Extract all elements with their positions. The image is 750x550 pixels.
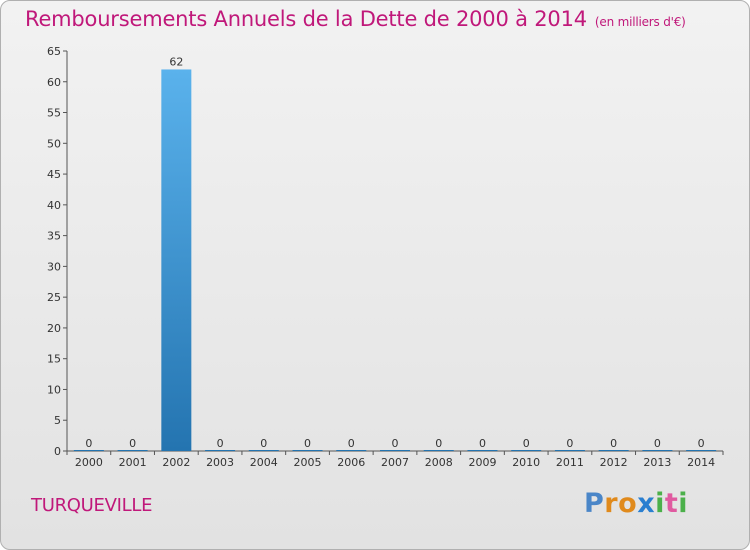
chart-title-text: Remboursements Annuels de la Dette de 20… (25, 7, 587, 31)
bar (292, 450, 323, 451)
x-tick-label: 2014 (687, 456, 715, 469)
bar (380, 450, 410, 451)
data-label: 0 (304, 437, 311, 450)
x-tick-label: 2005 (294, 456, 322, 469)
x-tick-label: 2008 (425, 456, 453, 469)
logo-letter: r (604, 488, 619, 519)
y-tick-label: 5 (54, 414, 61, 427)
data-label: 0 (435, 437, 442, 450)
bar (642, 450, 673, 451)
logo-letter: i (655, 488, 665, 519)
x-tick-label: 2000 (75, 456, 103, 469)
x-tick-label: 2009 (468, 456, 496, 469)
logo-letter: P (584, 488, 605, 519)
data-label: 0 (610, 437, 617, 450)
y-tick-label: 20 (47, 322, 61, 335)
data-label: 0 (698, 437, 705, 450)
y-tick-label: 25 (47, 291, 61, 304)
bar (336, 450, 367, 451)
x-tick-label: 2013 (643, 456, 671, 469)
x-tick-label: 2002 (162, 456, 190, 469)
data-label: 62 (169, 55, 183, 68)
y-tick-label: 55 (47, 107, 61, 120)
y-tick-label: 15 (47, 353, 61, 366)
chart-bars (73, 69, 717, 451)
y-tick-label: 10 (47, 383, 61, 396)
x-tick-label: 2010 (512, 456, 540, 469)
y-tick-label: 45 (47, 168, 61, 181)
bar (686, 450, 717, 451)
x-tick-label: 2011 (556, 456, 584, 469)
data-label: 0 (523, 437, 530, 450)
logo-letter: o (618, 488, 638, 519)
x-tick-label: 2012 (600, 456, 628, 469)
chart-unit: (en milliers d'€) (594, 15, 686, 29)
data-label: 0 (129, 437, 136, 450)
proxiti-logo: Proxiti (584, 488, 688, 519)
y-tick-label: 30 (47, 260, 61, 273)
data-label: 0 (348, 437, 355, 450)
data-label: 0 (566, 437, 573, 450)
bar (73, 450, 104, 451)
bar (423, 450, 454, 451)
logo-letter: x (637, 488, 656, 519)
place-name: TURQUEVILLE (31, 495, 153, 516)
y-tick-label: 65 (47, 45, 61, 58)
data-label: 0 (654, 437, 661, 450)
y-tick-label: 50 (47, 137, 61, 150)
logo-letter: t (664, 488, 679, 519)
bar (117, 450, 148, 451)
data-label: 0 (260, 437, 267, 450)
bar (511, 450, 542, 451)
x-tick-label: 2007 (381, 456, 409, 469)
bar (467, 450, 498, 451)
y-tick-label: 0 (54, 445, 61, 458)
y-tick-label: 35 (47, 230, 61, 243)
bar (554, 450, 585, 451)
x-tick-label: 2003 (206, 456, 234, 469)
logo-letter: i (678, 488, 689, 519)
x-tick-label: 2001 (119, 456, 147, 469)
bar (598, 450, 629, 451)
bar (205, 450, 236, 451)
x-tick-label: 2004 (250, 456, 278, 469)
data-label: 0 (217, 437, 224, 450)
data-label: 0 (392, 437, 399, 450)
bar (248, 450, 279, 451)
data-label: 0 (85, 437, 92, 450)
x-tick-label: 2006 (337, 456, 365, 469)
chart-labels: 0 0 62 0 0 0 0 0 0 0 0 0 0 0 0 (85, 55, 704, 450)
y-tick-label: 40 (47, 199, 61, 212)
data-label: 0 (479, 437, 486, 450)
y-tick-label: 60 (47, 76, 61, 89)
bar (161, 69, 192, 451)
chart-axes: 0 5 10 15 20 25 30 35 40 45 50 55 60 65 2000 2001 2002 20… (47, 45, 724, 469)
chart-title: Remboursements Annuels de la Dette de 20… (25, 7, 686, 31)
